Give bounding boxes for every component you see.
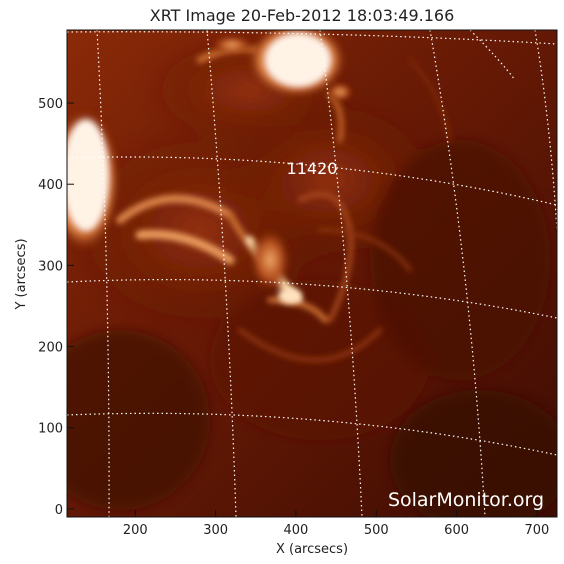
x-tick-label: 300 xyxy=(203,523,228,538)
x-tick-label: 200 xyxy=(123,523,148,538)
y-tick-label: 300 xyxy=(38,259,63,274)
y-tick-label: 200 xyxy=(38,341,63,356)
x-tick-label: 700 xyxy=(525,523,550,538)
y-tick-label: 0 xyxy=(55,503,63,518)
xray-image: 11420 SolarMonitor.org xyxy=(67,30,557,517)
y-tick-label: 400 xyxy=(38,178,63,193)
y-tick-label: 100 xyxy=(38,422,63,437)
active-region-label: 11420 xyxy=(287,159,338,178)
x-tick-label: 400 xyxy=(284,523,309,538)
y-tick-label: 500 xyxy=(38,97,63,112)
x-tick-label: 500 xyxy=(364,523,389,538)
y-axis-label: Y (arcsecs) xyxy=(14,238,29,310)
y-axis: 0 100 200 300 400 500 xyxy=(38,97,74,518)
figure-title: XRT Image 20-Feb-2012 18:03:49.166 xyxy=(150,6,455,25)
watermark: SolarMonitor.org xyxy=(388,489,544,511)
x-axis: 200 300 400 500 600 700 xyxy=(123,510,549,538)
x-tick-label: 600 xyxy=(444,523,469,538)
plot-frame xyxy=(66,29,558,518)
heliographic-grid xyxy=(67,30,557,517)
x-axis-label: X (arcsecs) xyxy=(276,542,348,557)
